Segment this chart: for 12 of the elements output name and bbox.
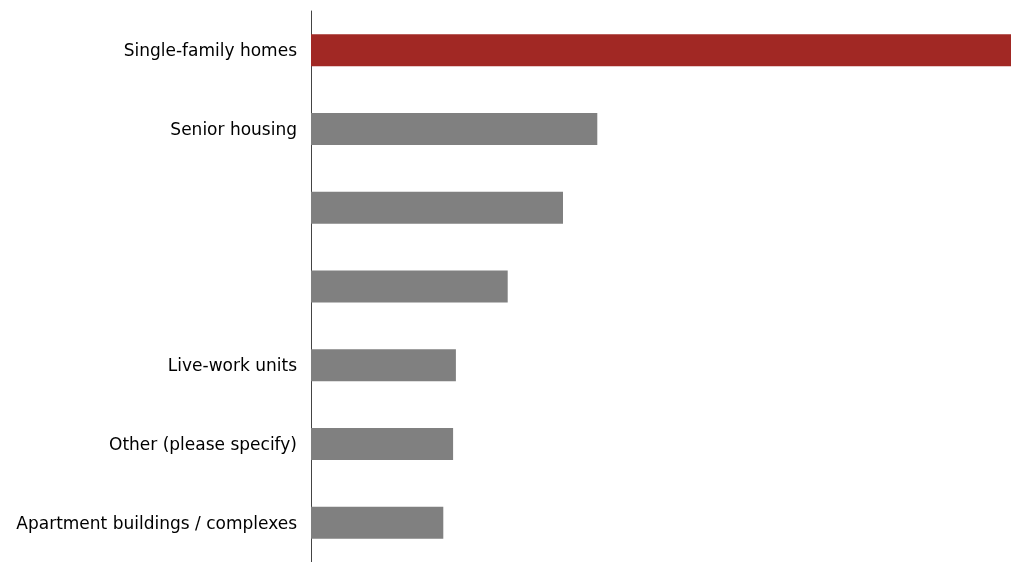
bar [311,506,444,539]
bar [311,34,1011,67]
y-tick-label: Live-work units [167,355,298,376]
y-tick-label: Apartment buildings / complexes [16,512,298,533]
y-tick-label: Single-family homes [123,40,298,61]
y-tick-label: Other (please specify) [109,433,297,454]
bar [311,270,508,303]
bar [311,427,454,460]
y-tick-label: Senior housing [170,119,297,140]
bar [311,191,563,224]
bar [311,349,456,382]
bar [311,113,598,146]
